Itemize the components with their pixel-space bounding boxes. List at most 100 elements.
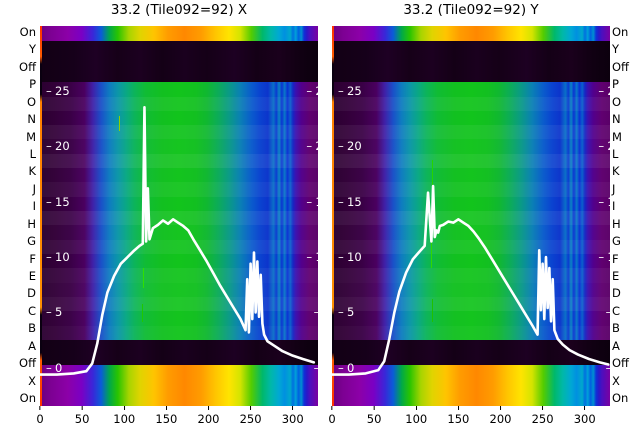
x-tick-mark [331,406,333,410]
y-tick-label: –10 [306,250,318,264]
x-tick-mark [39,406,41,410]
y-tick-text: 5 [347,305,355,320]
x-tick-label: 150 [447,412,470,426]
y-tick-text: 25 [55,83,70,98]
category-label: Off [612,59,629,74]
heat-row-modulation [332,283,610,297]
x-tick-label: 300 [573,412,596,426]
y-tick-mark: – [46,83,52,98]
panel-title-left: 33.2 (Tile092=92) X [110,2,248,18]
x-tick-label: 250 [239,412,262,426]
heat-row-modulation [332,211,610,226]
heat-row-modulation [332,268,610,283]
x-tick: 0 [36,406,44,426]
heatmap-panel-x[interactable]: –25–20–15–10–5–0–25–20–15–10–5–0 [40,26,318,406]
category-label: Off [19,59,36,74]
category-label: F [612,251,619,266]
category-label: C [27,303,36,318]
heatmap-panel-y[interactable]: –25–20–15–10–5–0–25–20–15–10–5–0 [332,26,610,406]
y-tick-mark: – [338,360,344,375]
x-tick: 0 [328,406,336,426]
x-tick-label: 300 [281,412,304,426]
x-tick-label: 0 [36,412,44,426]
y-tick-label: –25 [306,84,318,98]
category-label: On [612,391,629,405]
y-tick-label: –5 [46,305,62,319]
y-tick-mark: – [338,250,344,264]
category-label: M [26,129,36,144]
category-label: O [26,94,36,109]
category-label: G [612,234,621,249]
heat-band-top-rainbow [40,26,318,42]
heat-row-modulation [332,168,610,182]
x-tick: 300 [574,406,596,426]
category-label: Off [19,356,36,371]
x-tick-label: 200 [489,412,512,426]
category-label: B [612,321,620,336]
y-tick-mark: – [314,361,318,375]
y-tick-label: –25 [46,84,70,98]
y-tick-text: 25 [607,84,610,98]
y-tick-mark: – [338,83,344,98]
heat-row-modulation [40,311,318,325]
x-tick-mark [542,406,544,410]
y-tick-label: –10 [598,250,610,264]
y-tick-mark: – [598,194,605,209]
heat-streak [142,267,145,289]
x-tick: 250 [532,406,554,426]
x-tick-label: 50 [74,412,90,426]
heat-row-modulation [332,239,610,254]
heat-row-modulation [40,211,318,226]
heat-row-modulation [40,182,318,197]
heat-row-modulation [332,153,610,169]
category-label: F [29,251,36,266]
x-tick-label: 200 [197,412,220,426]
y-tick-text: 25 [347,83,362,98]
heat-streak [432,159,434,186]
y-tick-mark: – [598,139,605,154]
category-label: D [612,286,621,301]
category-label: A [28,338,36,353]
x-tick: 200 [489,406,512,426]
y-tick-label: –10 [338,250,362,264]
x-tick-mark [584,406,586,410]
heat-row-modulation [332,296,610,312]
heat-row-modulation [40,225,318,239]
category-label: H [27,216,36,231]
category-axis-left: On Y Off P O N M L K J I H G F E D C B A Off X On [4,26,38,406]
x-tick-mark [373,406,375,410]
x-tick: 50 [74,406,90,426]
y-tick-label: –20 [598,139,610,153]
x-axis-left: 0 50 100 150 200 250 300 [36,406,318,436]
category-label: On [19,391,36,405]
y-tick-mark: – [338,194,344,209]
category-label: G [27,234,36,249]
y-tick-text: 20 [347,139,362,154]
x-tick: 150 [155,406,177,426]
category-label: P [612,77,619,92]
heat-band-bot-rainbow [40,364,318,406]
category-label: K [612,164,620,179]
y-tick-label: –15 [306,195,318,209]
heat-row-modulation [332,225,610,239]
y-tick-label: –20 [338,139,362,153]
x-tick: 50 [367,406,381,426]
heat-streak [141,198,144,242]
x-tick-mark [81,406,83,410]
x-tick-label: 150 [155,412,178,426]
heat-row-modulation [40,96,318,111]
y-tick-label: –20 [306,139,318,153]
panel-title-right: 33.2 (Tile092=92) Y [403,2,539,18]
y-tick-label: –15 [338,195,362,209]
y-tick-label: –15 [46,195,70,209]
heat-row-modulation [40,139,318,153]
y-tick-mark: – [338,305,344,320]
y-tick-mark: – [46,305,52,320]
x-tick-mark [415,406,417,410]
y-tick-mark: – [306,139,313,154]
y-tick-text: 10 [55,250,70,264]
y-tick-mark: – [598,250,605,264]
category-label: N [27,112,36,127]
x-tick-mark [207,406,209,410]
